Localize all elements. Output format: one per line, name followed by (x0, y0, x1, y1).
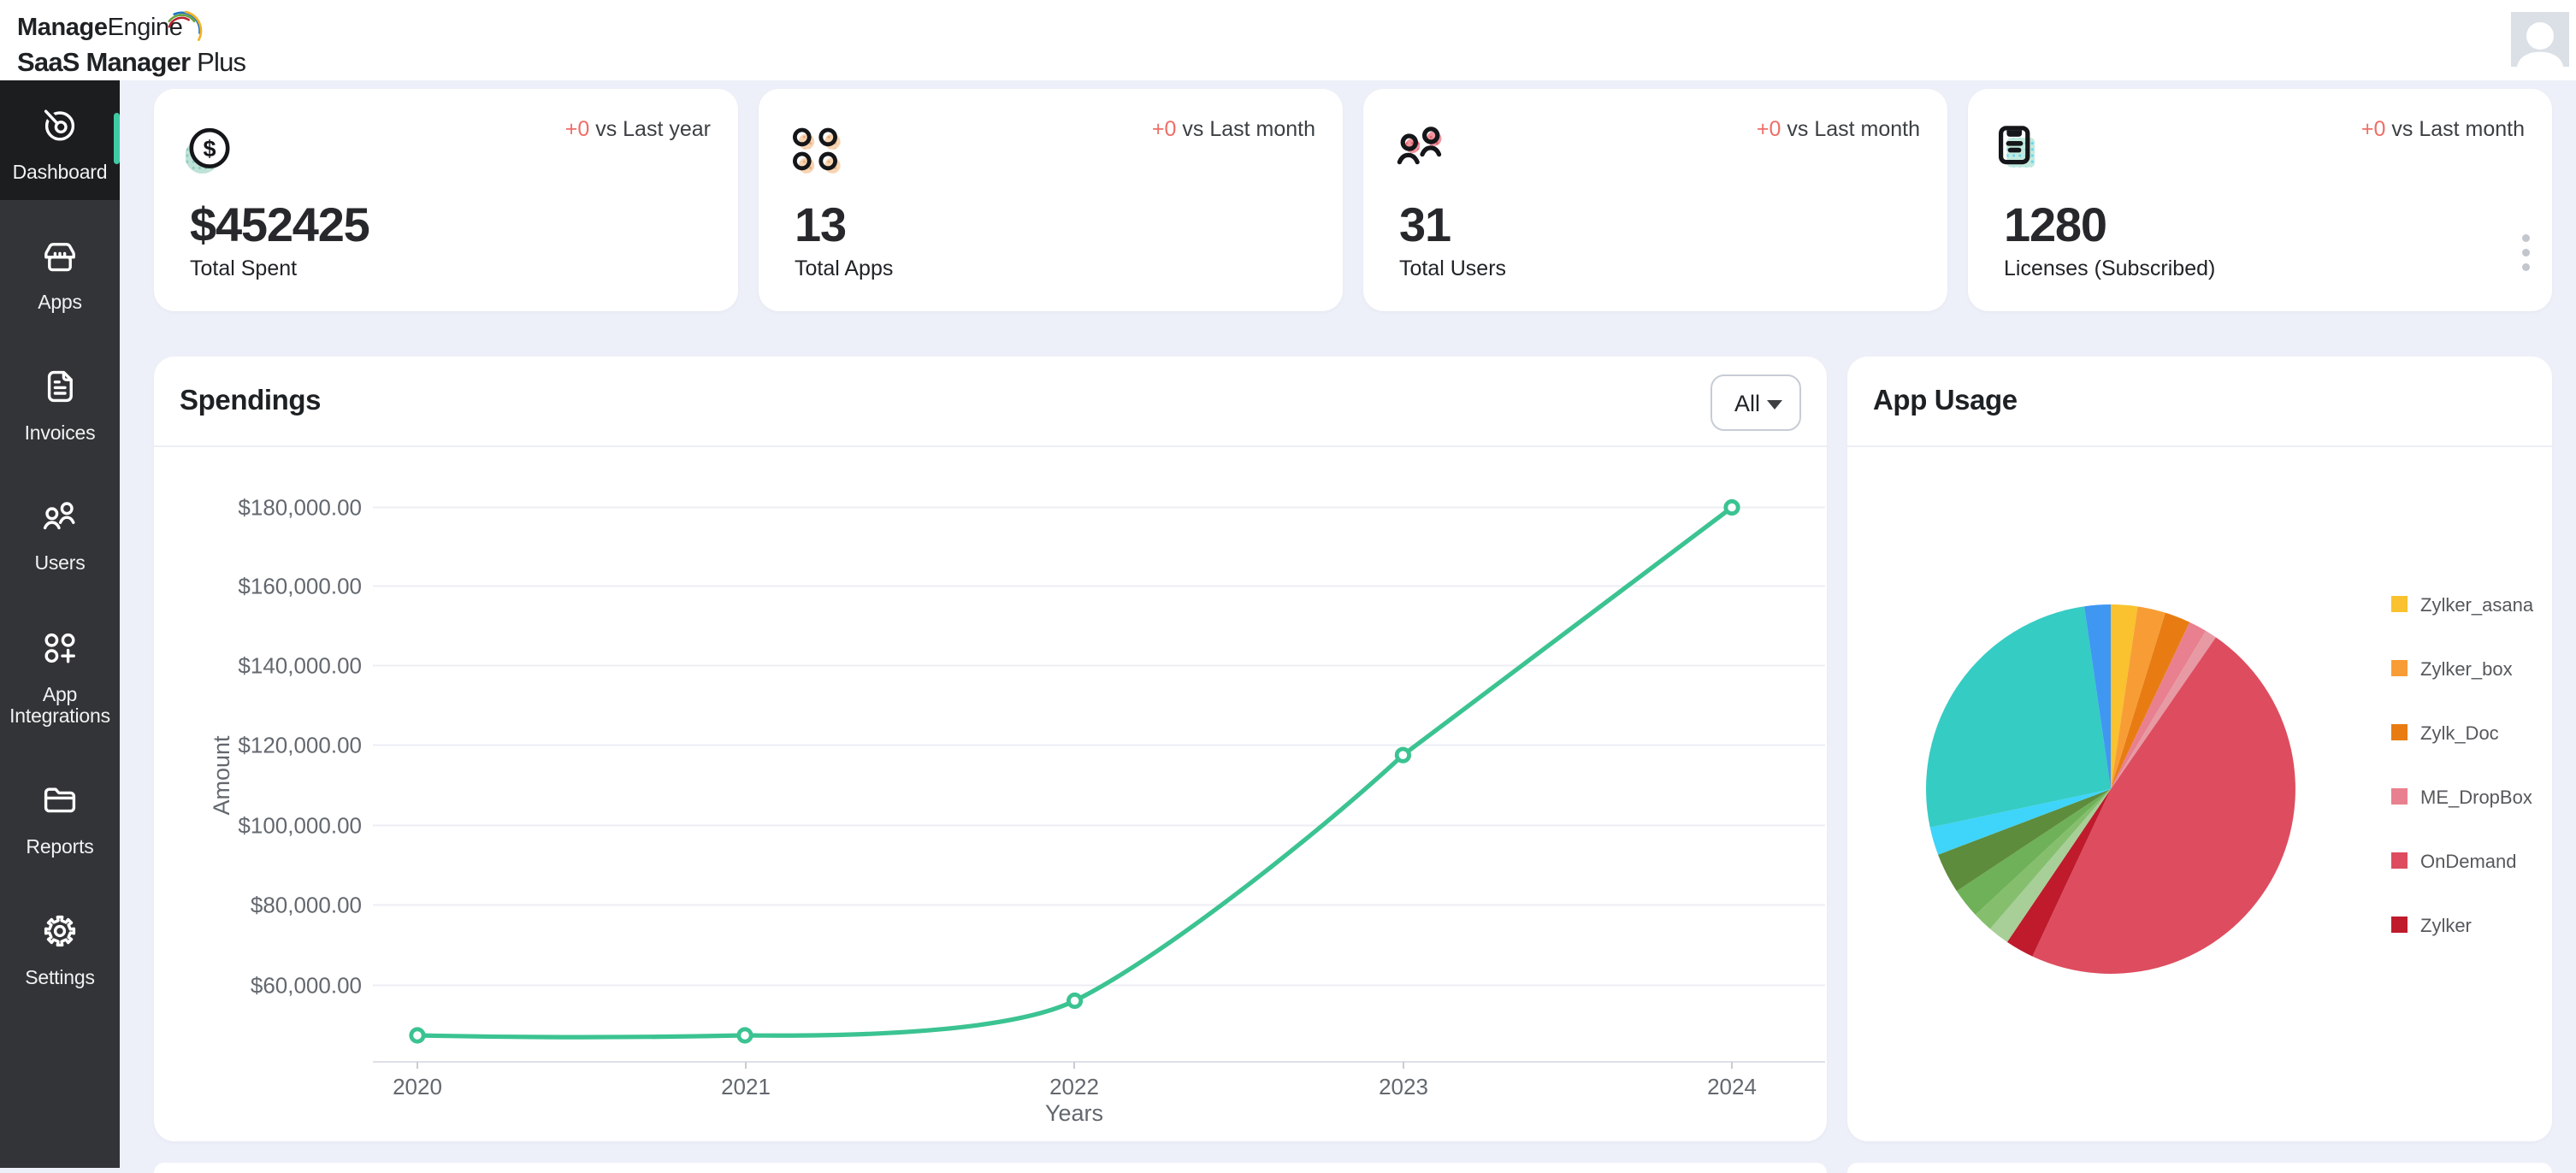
svg-text:Amount: Amount (209, 735, 234, 816)
svg-text:$60,000.00: $60,000.00 (251, 973, 362, 999)
svg-text:$100,000.00: $100,000.00 (238, 813, 362, 839)
svg-text:2021: 2021 (721, 1074, 771, 1099)
svg-text:$180,000.00: $180,000.00 (238, 495, 362, 521)
svg-text:2023: 2023 (1379, 1074, 1428, 1099)
svg-text:$140,000.00: $140,000.00 (238, 653, 362, 679)
svg-text:$: $ (203, 136, 216, 162)
svg-text:2024: 2024 (1707, 1074, 1757, 1099)
svg-text:$80,000.00: $80,000.00 (251, 893, 362, 918)
svg-text:2022: 2022 (1049, 1074, 1099, 1099)
svg-text:Years: Years (1045, 1100, 1103, 1126)
svg-text:2020: 2020 (393, 1074, 442, 1099)
svg-text:$120,000.00: $120,000.00 (238, 733, 362, 758)
svg-text:$160,000.00: $160,000.00 (238, 574, 362, 599)
